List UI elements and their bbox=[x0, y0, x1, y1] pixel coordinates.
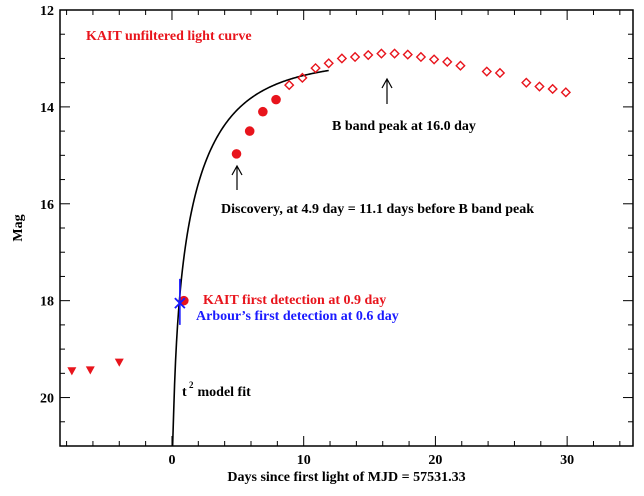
y-tick-label: 18 bbox=[40, 295, 54, 310]
diamond-point bbox=[560, 87, 572, 98]
x-tick-label: 20 bbox=[428, 453, 442, 468]
kait-detection-point bbox=[179, 295, 189, 306]
diamond-point bbox=[521, 77, 532, 88]
diamond-point bbox=[481, 66, 492, 77]
axis-ticks bbox=[60, 9, 633, 447]
diamond-point bbox=[547, 83, 558, 95]
kait-detection-point bbox=[258, 106, 268, 117]
b-peak-arrowhead bbox=[381, 77, 393, 89]
diamond-point bbox=[415, 51, 427, 63]
diamond-point bbox=[428, 54, 440, 65]
diamond-point bbox=[310, 62, 321, 74]
annotation-arbour-first-detection: Arbour’s first detection at 0.6 day bbox=[196, 309, 399, 324]
model-fit-rest: model fit bbox=[194, 385, 251, 400]
x-tick-label: 10 bbox=[297, 453, 311, 468]
annotation-discovery: Discovery, at 4.9 day = 11.1 days before… bbox=[221, 202, 534, 217]
diamond-point bbox=[534, 81, 545, 92]
annotation-kait-first-detection: KAIT first detection at 0.9 day bbox=[203, 293, 386, 308]
diamond-point bbox=[389, 48, 400, 59]
y-tick-label: 12 bbox=[40, 4, 54, 19]
diamond-point bbox=[297, 72, 308, 84]
plot-frame bbox=[59, 9, 634, 447]
diamond-point bbox=[402, 49, 413, 60]
kait-detection-point bbox=[244, 126, 255, 136]
x-axis-title: Days since first light of MJD = 57531.33 bbox=[227, 470, 465, 485]
diamond-point bbox=[455, 60, 466, 71]
kait-detection-point bbox=[271, 94, 281, 105]
diamond-point bbox=[494, 67, 506, 79]
y-tick-label: 14 bbox=[40, 101, 54, 116]
annotation-kait-lightcurve: KAIT unfiltered light curve bbox=[86, 29, 252, 44]
annotation-b-peak: B band peak at 16.0 day bbox=[332, 119, 476, 134]
diamond-point bbox=[336, 53, 348, 64]
model-fit-superscript: 2 bbox=[189, 380, 194, 390]
kait-detection-point bbox=[231, 149, 242, 159]
diamond-point bbox=[284, 79, 295, 91]
x-tick-label: 30 bbox=[560, 453, 574, 468]
arbour-cross-b bbox=[174, 297, 186, 309]
tick-labels: 0 10 20 30 12 14 16 18 20 bbox=[40, 4, 574, 468]
x-tick-label: 0 bbox=[168, 453, 175, 468]
upper-limit-triangle bbox=[67, 367, 77, 376]
diamond-point bbox=[363, 49, 374, 61]
discovery-arrowhead bbox=[231, 164, 243, 176]
model-fit-curve bbox=[171, 69, 329, 447]
annotation-model-fit: t 2 model fit bbox=[182, 380, 251, 400]
upper-limit-triangle bbox=[114, 358, 124, 367]
model-fit-t: t bbox=[182, 385, 187, 400]
annotation-arrows bbox=[231, 77, 393, 190]
diamond-point bbox=[442, 56, 453, 68]
upper-limit-triangle bbox=[85, 366, 95, 375]
y-axis-title: Mag bbox=[11, 214, 26, 241]
data-points bbox=[67, 48, 572, 376]
diamond-point bbox=[323, 58, 334, 69]
y-tick-label: 16 bbox=[40, 198, 54, 213]
y-tick-label: 20 bbox=[40, 392, 54, 407]
diamond-point bbox=[349, 51, 361, 63]
diamond-point bbox=[376, 48, 387, 59]
